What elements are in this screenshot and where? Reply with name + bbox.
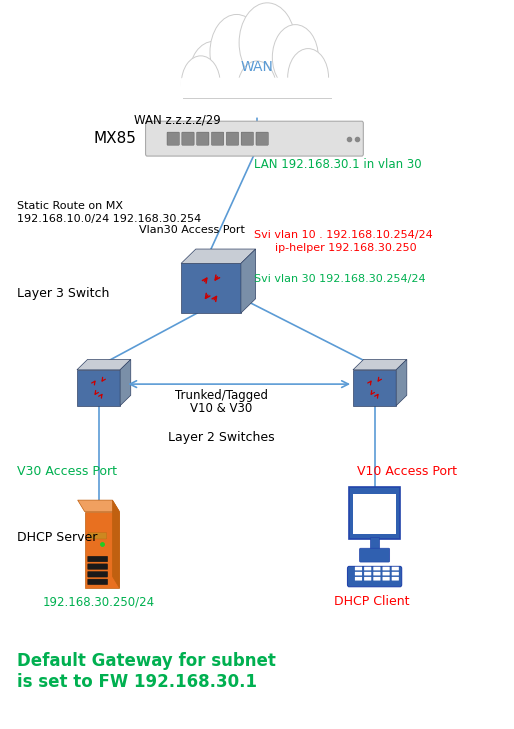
FancyBboxPatch shape — [353, 494, 396, 534]
FancyBboxPatch shape — [347, 566, 401, 587]
FancyBboxPatch shape — [359, 548, 390, 562]
FancyBboxPatch shape — [197, 132, 209, 145]
FancyBboxPatch shape — [373, 577, 380, 580]
FancyBboxPatch shape — [256, 132, 268, 145]
FancyBboxPatch shape — [392, 572, 399, 575]
Text: V10 Access Port: V10 Access Port — [357, 466, 456, 478]
Text: V10 & V30: V10 & V30 — [190, 402, 252, 415]
Text: Layer 2 Switches: Layer 2 Switches — [168, 431, 274, 444]
Polygon shape — [120, 359, 131, 405]
Circle shape — [181, 56, 220, 111]
FancyBboxPatch shape — [87, 556, 108, 562]
FancyBboxPatch shape — [145, 121, 363, 156]
FancyBboxPatch shape — [167, 132, 179, 145]
Text: ip-helper 192.168.30.250: ip-helper 192.168.30.250 — [275, 243, 416, 253]
FancyBboxPatch shape — [373, 572, 380, 575]
Circle shape — [210, 15, 263, 90]
FancyBboxPatch shape — [226, 132, 238, 145]
FancyBboxPatch shape — [382, 566, 390, 570]
Text: Default Gateway for subnet: Default Gateway for subnet — [17, 652, 276, 670]
Polygon shape — [181, 263, 241, 313]
Text: Svi vlan 30 192.168.30.254/24: Svi vlan 30 192.168.30.254/24 — [254, 274, 426, 284]
Text: Layer 3 Switch: Layer 3 Switch — [17, 286, 109, 300]
Polygon shape — [78, 500, 119, 512]
FancyBboxPatch shape — [87, 579, 108, 585]
Polygon shape — [396, 359, 407, 405]
Circle shape — [189, 42, 238, 111]
FancyBboxPatch shape — [355, 572, 362, 575]
Text: V30 Access Port: V30 Access Port — [17, 466, 117, 478]
Polygon shape — [77, 370, 120, 405]
FancyBboxPatch shape — [180, 78, 334, 117]
Text: is set to FW 192.168.30.1: is set to FW 192.168.30.1 — [17, 673, 256, 691]
Text: DHCP Server: DHCP Server — [17, 531, 97, 544]
Text: WAN: WAN — [241, 60, 273, 74]
Polygon shape — [353, 370, 396, 405]
FancyBboxPatch shape — [382, 572, 390, 575]
Text: 192.168.30.250/24: 192.168.30.250/24 — [42, 596, 154, 609]
Text: LAN 192.168.30.1 in vlan 30: LAN 192.168.30.1 in vlan 30 — [254, 158, 422, 171]
FancyBboxPatch shape — [370, 537, 379, 551]
Text: Trunked/Tagged: Trunked/Tagged — [175, 389, 268, 402]
Polygon shape — [85, 512, 119, 588]
FancyBboxPatch shape — [355, 577, 362, 580]
FancyBboxPatch shape — [87, 564, 108, 569]
FancyBboxPatch shape — [182, 132, 194, 145]
FancyBboxPatch shape — [364, 577, 371, 580]
FancyBboxPatch shape — [392, 566, 399, 570]
Text: Svi vlan 10 . 192.168.10.254/24: Svi vlan 10 . 192.168.10.254/24 — [254, 230, 433, 241]
Polygon shape — [181, 249, 255, 263]
FancyBboxPatch shape — [364, 566, 371, 570]
FancyBboxPatch shape — [211, 132, 224, 145]
Circle shape — [239, 3, 296, 82]
FancyBboxPatch shape — [392, 577, 399, 580]
FancyBboxPatch shape — [241, 132, 253, 145]
Text: Static Route on MX: Static Route on MX — [17, 201, 123, 211]
FancyBboxPatch shape — [88, 533, 107, 539]
FancyBboxPatch shape — [382, 577, 390, 580]
Polygon shape — [353, 359, 407, 370]
Text: WAN z.z.z.z/29: WAN z.z.z.z/29 — [134, 114, 221, 127]
FancyBboxPatch shape — [355, 566, 362, 570]
Circle shape — [272, 25, 318, 90]
Text: MX85: MX85 — [94, 131, 137, 146]
Text: Vlan30 Access Port: Vlan30 Access Port — [139, 225, 245, 235]
Polygon shape — [77, 359, 131, 370]
FancyBboxPatch shape — [87, 572, 108, 577]
Text: 192.168.10.0/24 192.168.30.254: 192.168.10.0/24 192.168.30.254 — [17, 214, 201, 225]
Circle shape — [288, 49, 328, 106]
Text: DHCP Client: DHCP Client — [334, 596, 409, 609]
FancyBboxPatch shape — [373, 566, 380, 570]
FancyBboxPatch shape — [364, 572, 371, 575]
Polygon shape — [113, 500, 119, 588]
Circle shape — [237, 61, 277, 116]
FancyBboxPatch shape — [349, 486, 400, 539]
Polygon shape — [241, 249, 255, 313]
